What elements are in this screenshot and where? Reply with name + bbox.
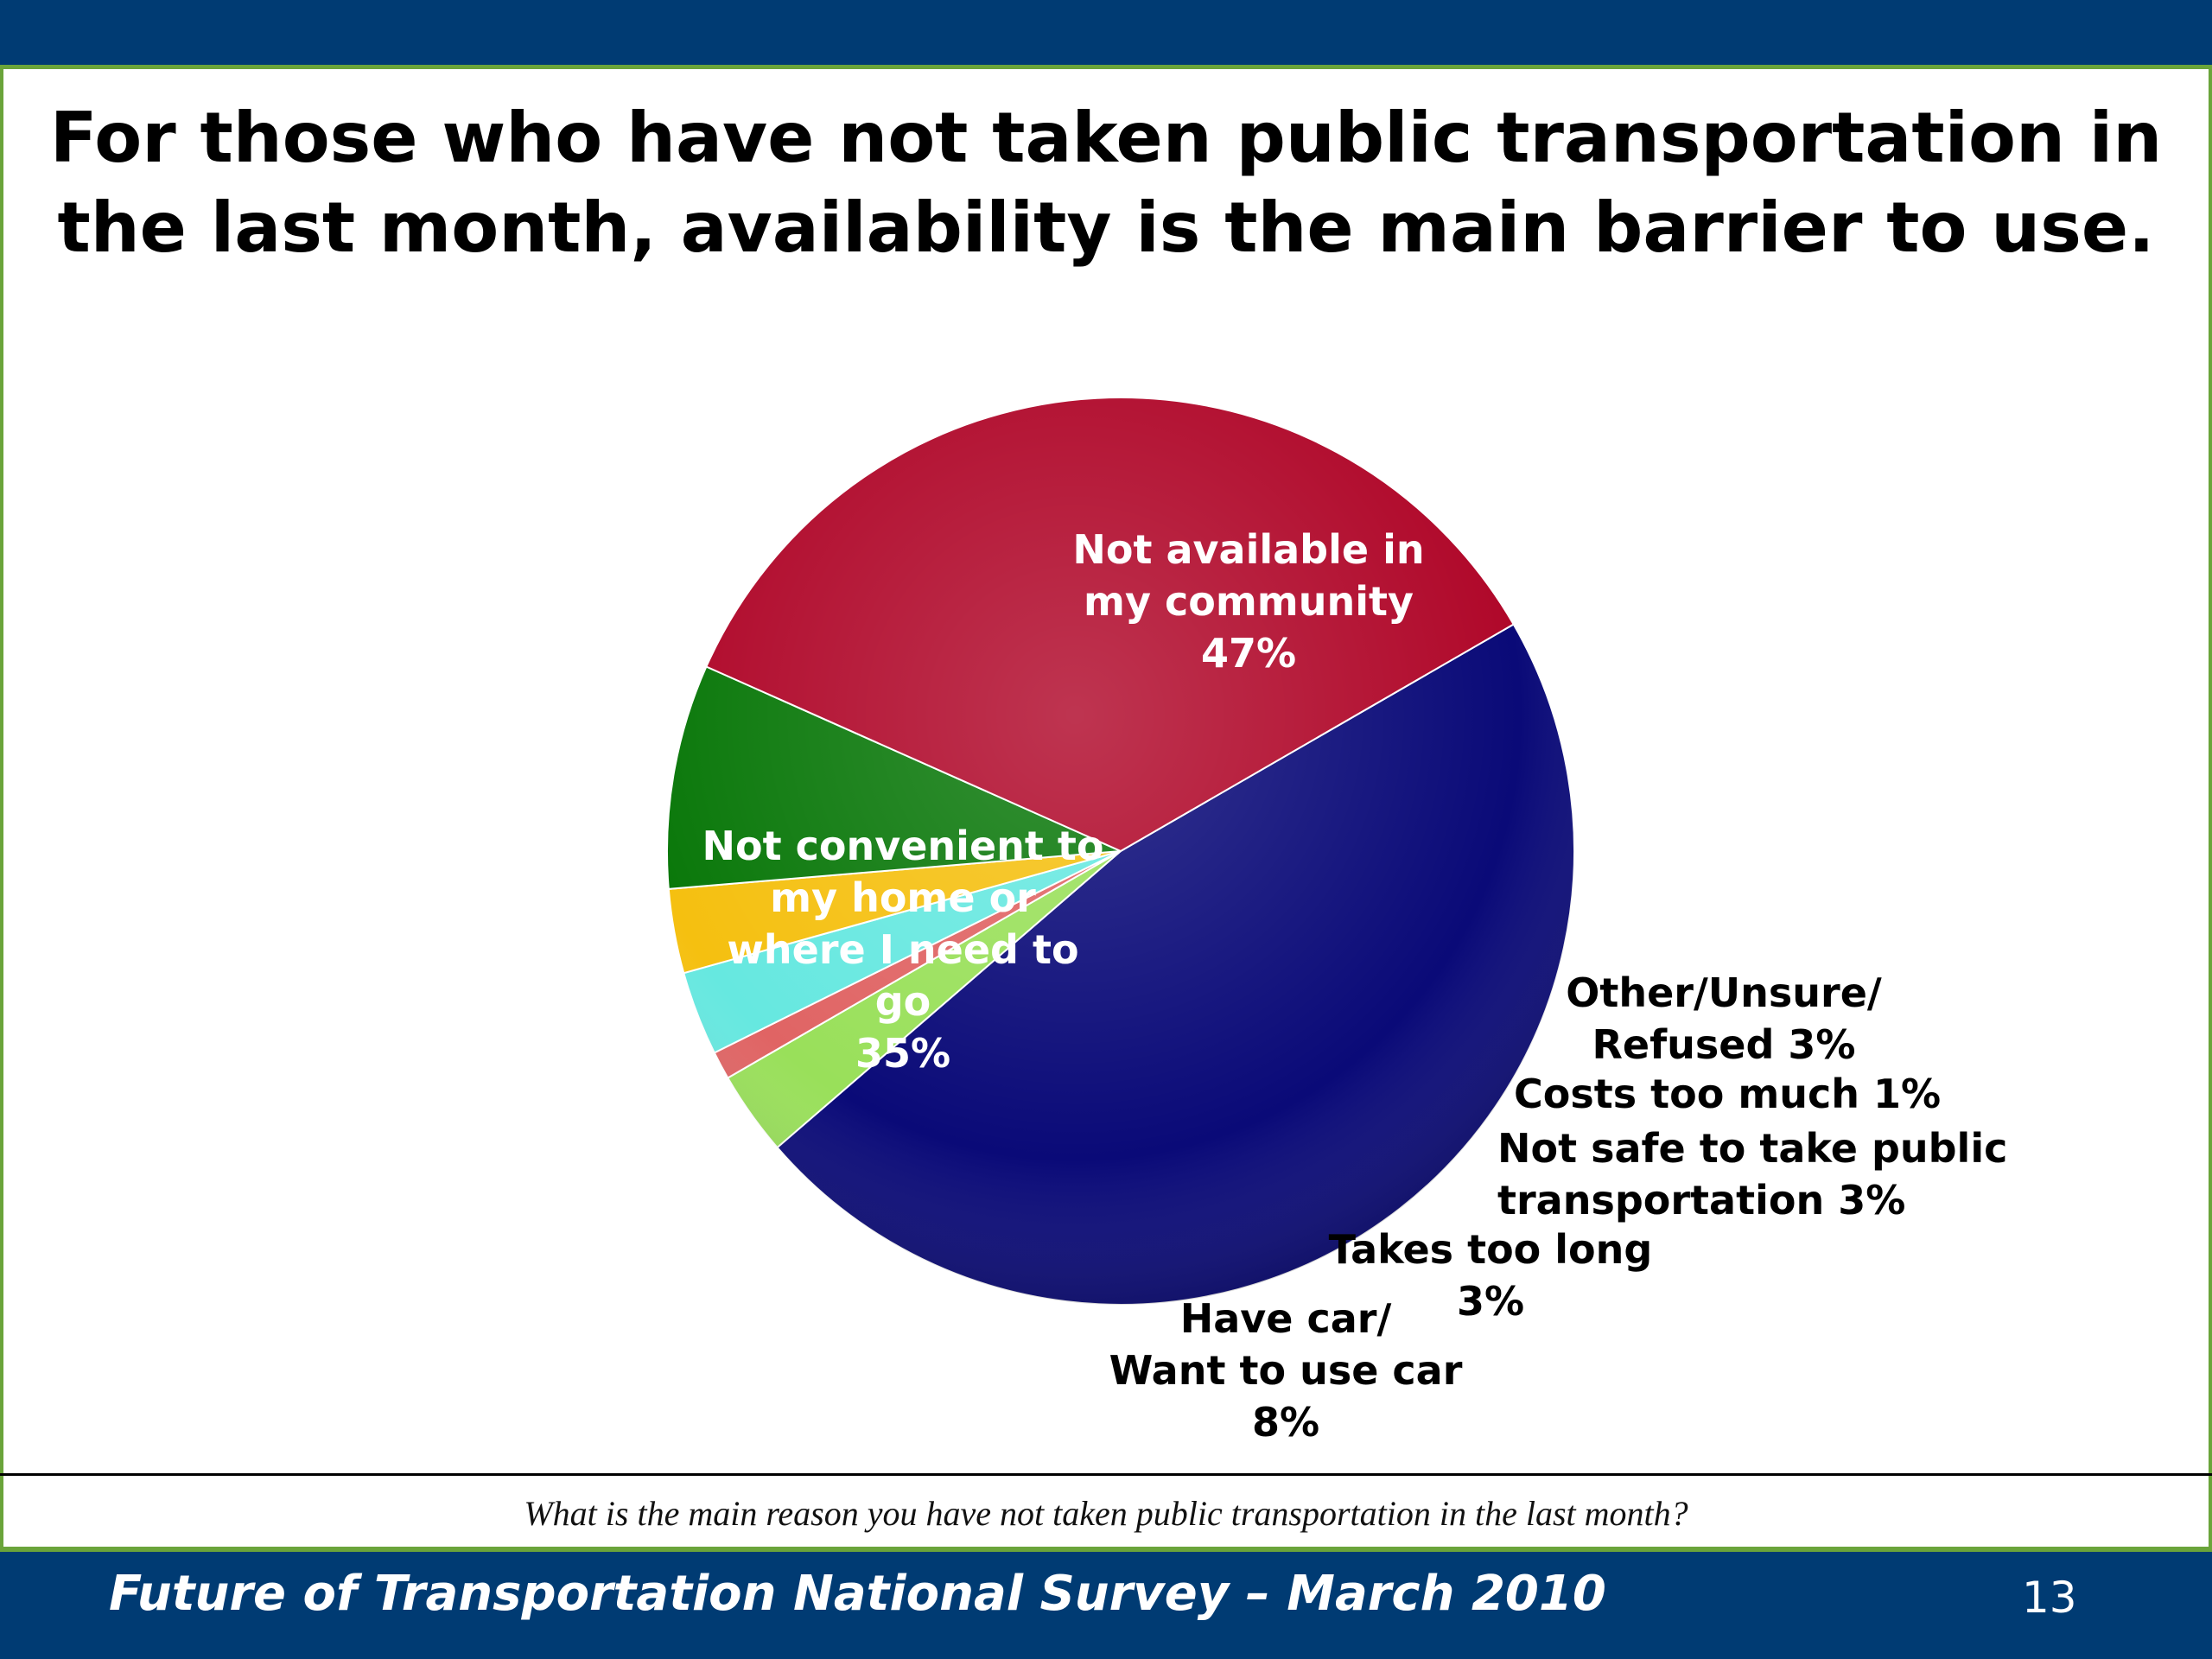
slice-label: Not safe to take public transportation 3%	[1497, 1125, 2007, 1224]
slice-label: Not convenient to my home or where I need …	[702, 823, 1104, 1077]
slide-frame	[0, 69, 2212, 1547]
slice-label: Takes too long 3%	[1329, 1226, 1653, 1325]
slice-label: Not available in my community 47%	[1072, 526, 1424, 677]
divider-line	[0, 1473, 2212, 1476]
slice-label: Other/Unsure/Refused 3%	[1566, 969, 1882, 1068]
page-number: 13	[2022, 1573, 2077, 1623]
survey-question: What is the main reason you have not tak…	[524, 1494, 1688, 1533]
footer-title: Future of Transportation National Survey…	[109, 1566, 1606, 1622]
slice-label: Costs too much 1%	[1514, 1071, 1941, 1117]
footer-bar	[0, 1547, 2212, 1659]
top-banner	[0, 0, 2212, 69]
slide-title: For those who have not taken public tran…	[49, 98, 2163, 268]
slice-label: Have car/Want to use car 8%	[1109, 1295, 1463, 1446]
